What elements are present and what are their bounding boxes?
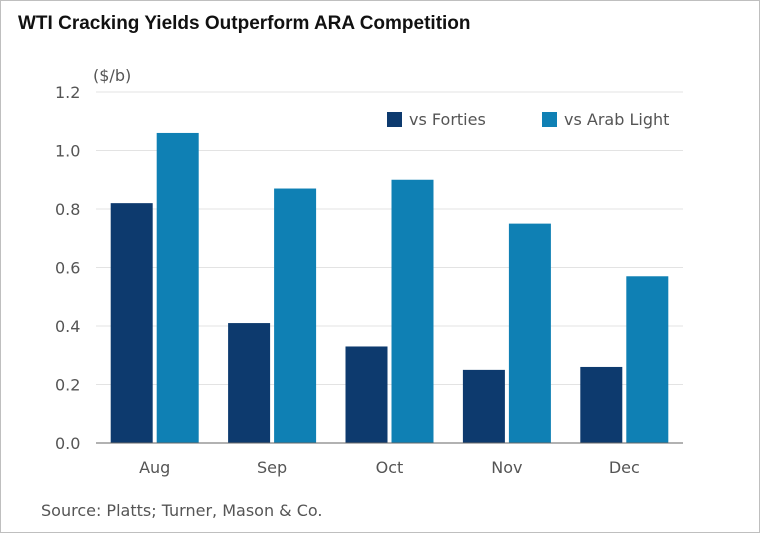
bar-vs-forties-oct bbox=[345, 346, 388, 443]
x-tick-labels: Aug Sep Oct Nov Dec bbox=[139, 458, 640, 477]
x-tick-label: Aug bbox=[139, 458, 170, 477]
bar-vs-forties-sep bbox=[228, 323, 271, 443]
chart-title: WTI Cracking Yields Outperform ARA Compe… bbox=[18, 13, 471, 34]
y-tick-label: 0.6 bbox=[55, 259, 80, 278]
legend-label: vs Forties bbox=[409, 110, 486, 129]
y-tick-labels: 0.0 0.2 0.4 0.6 0.8 1.0 1.2 bbox=[55, 83, 80, 453]
bar-vs-arab-light-nov bbox=[508, 223, 551, 443]
x-tick-label: Oct bbox=[376, 458, 404, 477]
y-tick-label: 0.8 bbox=[55, 200, 80, 219]
legend: vs Forties vs Arab Light bbox=[387, 110, 669, 129]
bar-vs-arab-light-aug bbox=[156, 132, 199, 443]
bars bbox=[110, 132, 669, 443]
bar-vs-forties-dec bbox=[580, 366, 623, 443]
y-tick-label: 1.0 bbox=[55, 142, 80, 161]
bar-vs-forties-nov bbox=[462, 369, 505, 443]
bar-vs-forties-aug bbox=[110, 203, 153, 443]
x-tick-label: Dec bbox=[609, 458, 640, 477]
y-tick-label: 1.2 bbox=[55, 83, 80, 102]
x-tick-label: Sep bbox=[257, 458, 287, 477]
y-tick-label: 0.4 bbox=[55, 317, 80, 336]
legend-swatch bbox=[542, 112, 557, 127]
source-note: Source: Platts; Turner, Mason & Co. bbox=[41, 501, 323, 520]
x-tick-label: Nov bbox=[491, 458, 522, 477]
bar-vs-arab-light-sep bbox=[274, 188, 317, 443]
bar-vs-arab-light-dec bbox=[626, 276, 669, 443]
y-tick-label: 0.0 bbox=[55, 434, 80, 453]
bar-vs-arab-light-oct bbox=[391, 179, 434, 443]
legend-swatch bbox=[387, 112, 402, 127]
y-tick-label: 0.2 bbox=[55, 376, 80, 395]
legend-label: vs Arab Light bbox=[564, 110, 669, 129]
y-axis-label: ($/b) bbox=[93, 66, 131, 85]
